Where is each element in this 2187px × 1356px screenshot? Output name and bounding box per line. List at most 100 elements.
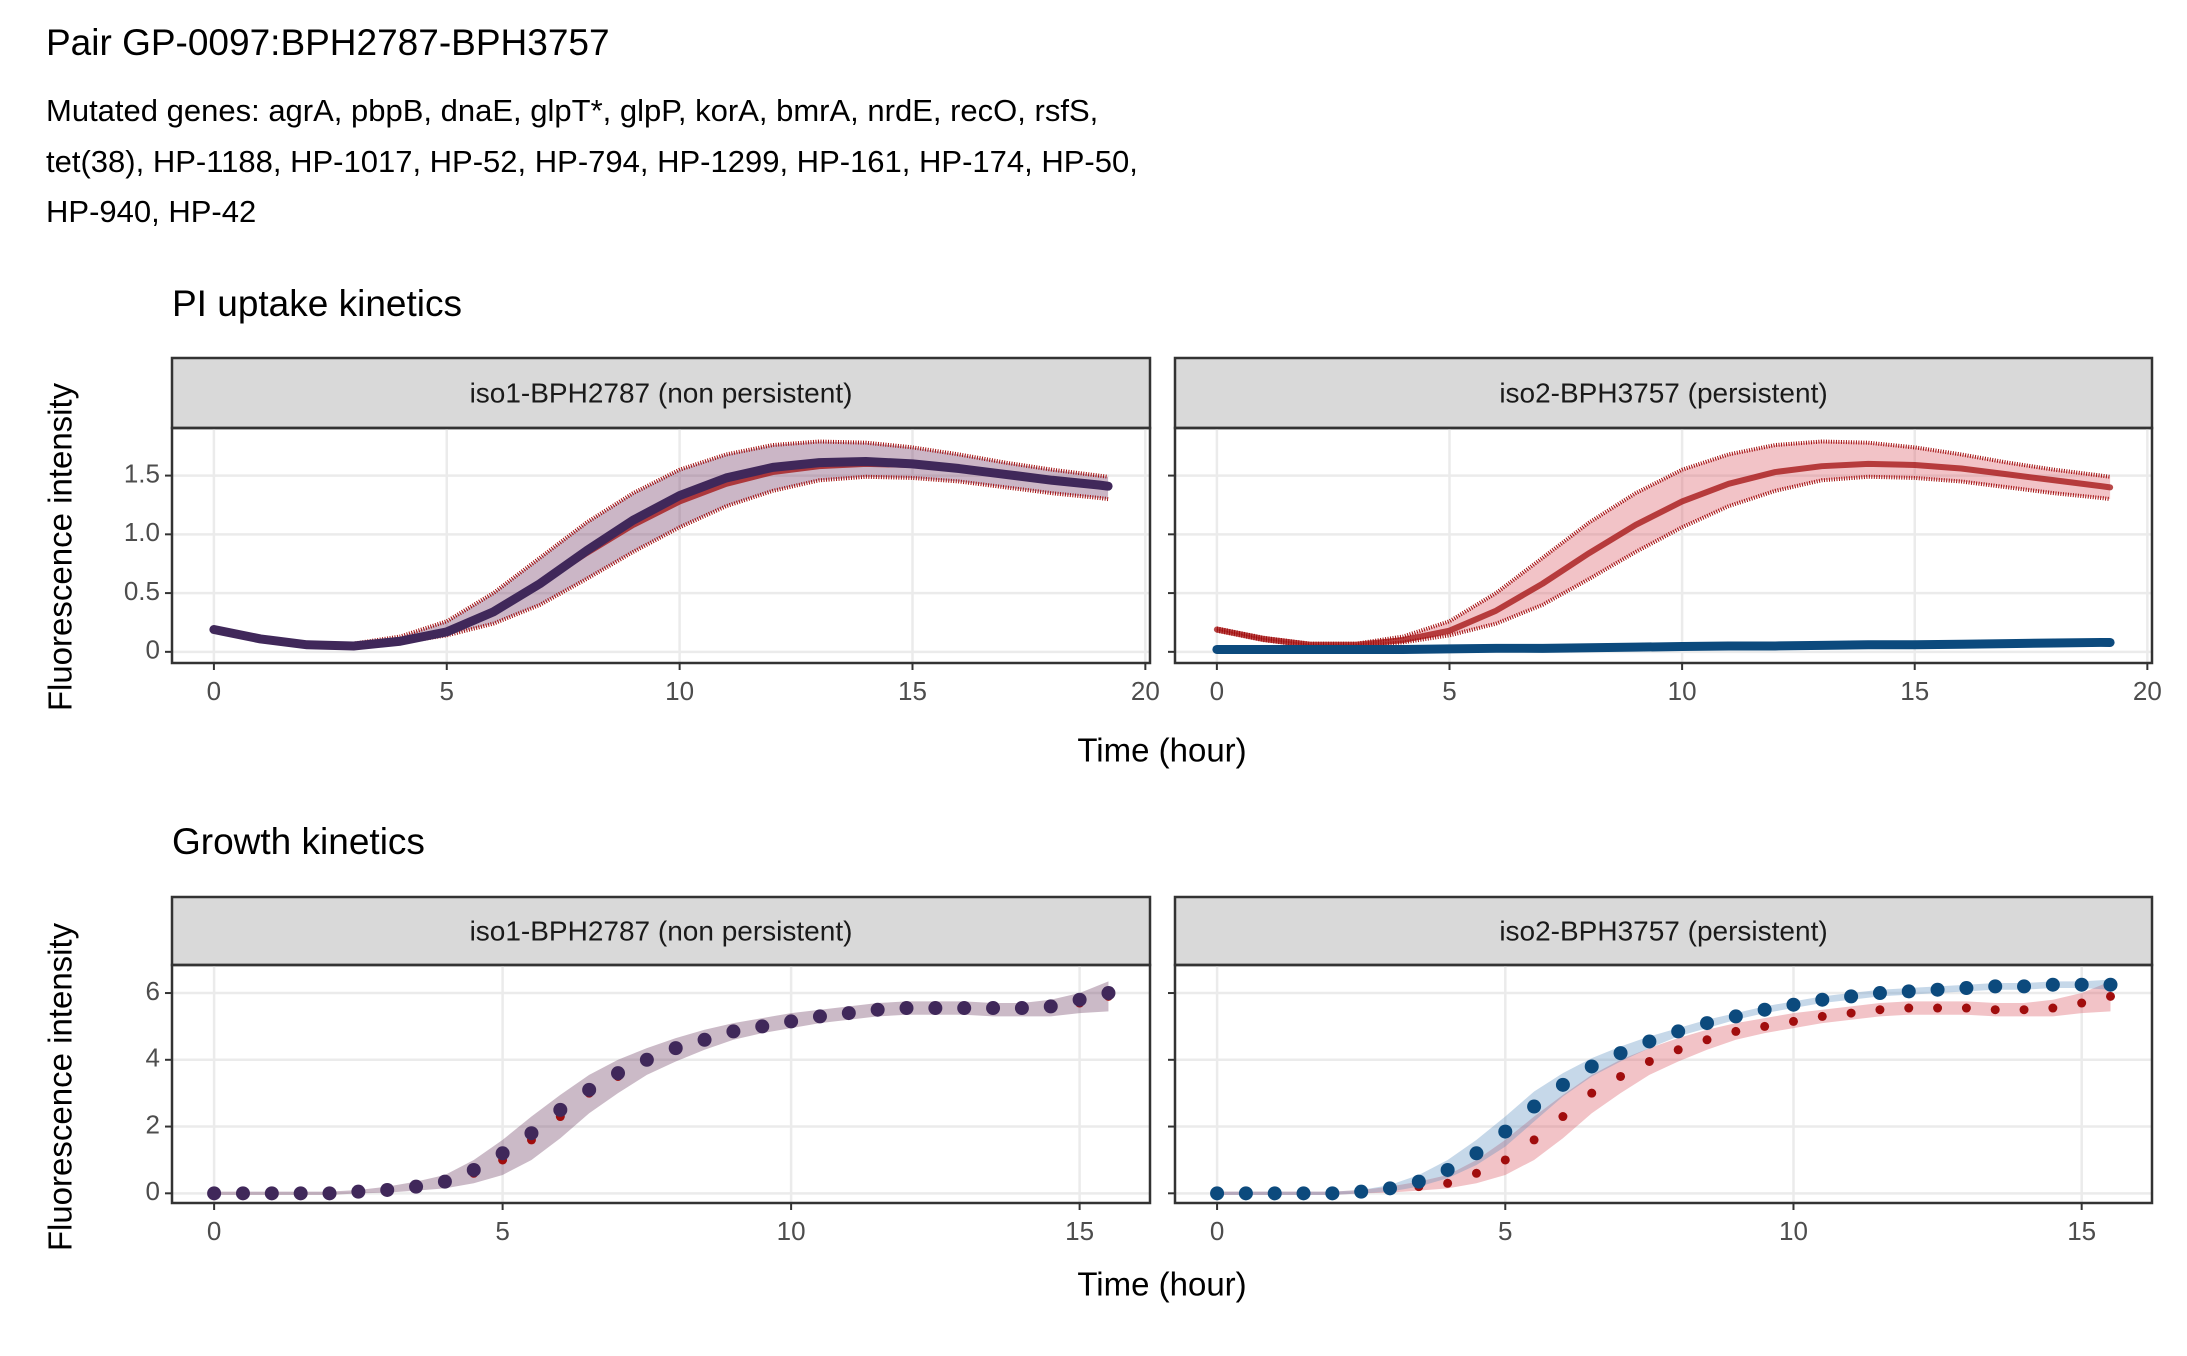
point	[1728, 1009, 1743, 1024]
x-tick-label: 5	[495, 1216, 509, 1246]
point	[1844, 989, 1859, 1004]
point	[2045, 977, 2060, 992]
x-tick-label: 0	[207, 676, 221, 706]
page-title: Pair GP-0097:BPH2787-BPH3757	[46, 22, 610, 63]
point	[1731, 1026, 1741, 1036]
band	[214, 981, 1109, 1195]
plot-area	[1175, 428, 2152, 663]
x-tick-label: 20	[2133, 676, 2162, 706]
point	[1644, 1056, 1654, 1066]
x-axis-label: Time (hour)	[1077, 732, 1246, 769]
y-tick-label: 4	[146, 1043, 160, 1073]
panel-title: iso2-BPH3757 (persistent)	[1499, 377, 1827, 408]
point	[957, 1001, 972, 1016]
x-tick-label: 5	[440, 676, 454, 706]
point	[726, 1024, 741, 1039]
point	[351, 1184, 366, 1199]
x-tick-label: 5	[1442, 676, 1456, 706]
point	[2048, 1003, 2058, 1013]
point	[409, 1179, 424, 1194]
point	[928, 1001, 943, 1016]
point	[1760, 1021, 1770, 1031]
x-axis-label: Time (hour)	[1077, 1266, 1246, 1303]
point	[235, 1186, 250, 1201]
line	[1213, 460, 2114, 648]
point	[1616, 1071, 1626, 1081]
x-tick-label: 15	[1900, 676, 1929, 706]
point	[466, 1162, 481, 1177]
point	[755, 1019, 770, 1034]
point	[1933, 1003, 1943, 1013]
point	[1815, 992, 1830, 1007]
strip	[1173, 356, 2154, 430]
point	[553, 1102, 568, 1117]
x-tick-label: 15	[898, 676, 927, 706]
line	[209, 456, 1113, 651]
point	[1673, 1045, 1683, 1055]
point	[1527, 1099, 1542, 1114]
point	[1498, 1124, 1513, 1139]
point	[1584, 1059, 1599, 1074]
panel-border	[170, 963, 1152, 1205]
point	[1642, 1034, 1657, 1049]
point	[1267, 1186, 1282, 1201]
point	[1411, 1174, 1426, 1189]
point	[437, 1174, 452, 1189]
point	[841, 1006, 856, 1021]
point	[2074, 977, 2089, 992]
y-tick-label: 0.5	[124, 576, 160, 606]
subtitle-line: Mutated genes: agrA, pbpB, dnaE, glpT*, …	[46, 93, 1098, 128]
x-tick-label: 10	[665, 676, 694, 706]
y-tick-label: 0	[146, 635, 160, 665]
point	[1959, 981, 1974, 996]
point	[2077, 998, 2087, 1008]
point	[2103, 977, 2118, 992]
point	[1702, 1035, 1712, 1045]
x-tick-label: 10	[777, 1216, 806, 1246]
band	[213, 441, 1109, 646]
point	[639, 1052, 654, 1067]
point	[668, 1041, 683, 1056]
point	[524, 1126, 539, 1141]
x-tick-label: 0	[1210, 676, 1224, 706]
point	[1238, 1186, 1253, 1201]
point	[1382, 1181, 1397, 1196]
y-tick-label: 1.0	[124, 517, 160, 547]
point	[1555, 1077, 1570, 1092]
panel-title: iso2-BPH3757 (persistent)	[1499, 915, 1827, 946]
point	[380, 1182, 395, 1197]
point	[1817, 1011, 1827, 1021]
point	[1757, 1002, 1772, 1017]
point	[1988, 979, 2003, 994]
point	[1471, 1168, 1481, 1178]
section-title: Growth kinetics	[172, 821, 425, 862]
point	[1700, 1016, 1715, 1031]
point	[293, 1186, 308, 1201]
subtitle-line: HP-940, HP-42	[46, 194, 256, 229]
point	[697, 1032, 712, 1047]
point	[1529, 1135, 1539, 1145]
point	[2017, 979, 2032, 994]
point	[986, 1001, 1001, 1016]
strip	[170, 895, 1152, 967]
point	[1875, 1005, 1885, 1015]
point	[1101, 986, 1116, 1001]
point	[1072, 992, 1087, 1007]
point	[1961, 1003, 1971, 1013]
plot-area	[172, 965, 1150, 1203]
point	[322, 1186, 337, 1201]
point	[1469, 1146, 1484, 1161]
y-tick-label: 1.5	[124, 458, 160, 488]
x-tick-label: 15	[2067, 1216, 2096, 1246]
panel-title: iso1-BPH2787 (non persistent)	[470, 377, 853, 408]
x-tick-label: 0	[207, 1216, 221, 1246]
line	[1212, 637, 2115, 654]
point	[1558, 1112, 1568, 1122]
x-tick-label: 5	[1498, 1216, 1512, 1246]
point	[1587, 1088, 1597, 1098]
point	[1990, 1005, 2000, 1015]
point	[264, 1186, 279, 1201]
point	[611, 1066, 626, 1081]
point	[1443, 1178, 1453, 1188]
